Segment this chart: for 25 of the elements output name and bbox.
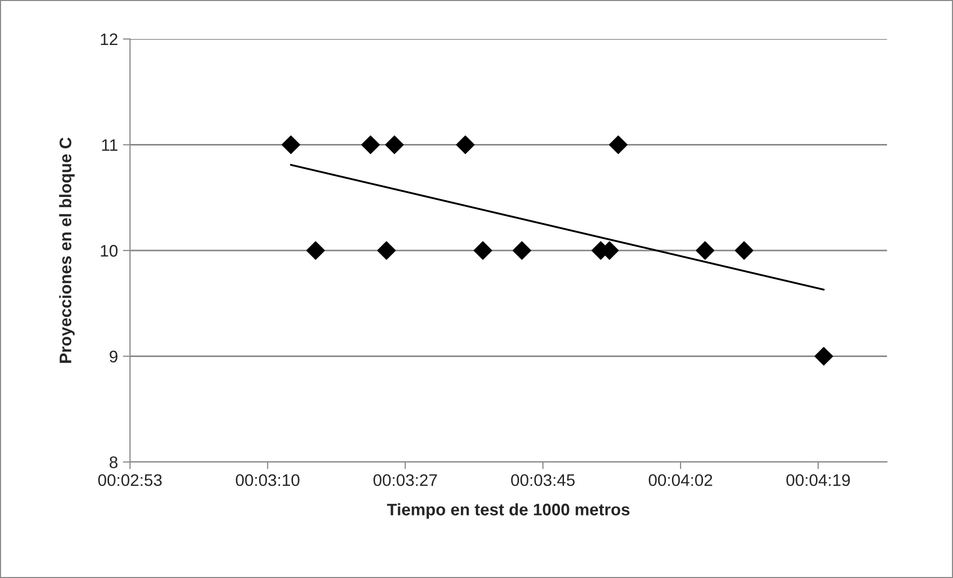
x-tick-label: 00:03:45 <box>511 474 575 486</box>
point <box>696 241 714 260</box>
y-tick-label: 10 <box>100 244 118 257</box>
y-axis-title: Proyecciones en el bloque C <box>59 137 75 363</box>
point <box>734 241 754 260</box>
point <box>282 135 300 154</box>
point <box>456 135 475 154</box>
point <box>306 241 325 260</box>
x-tick-label: 00:03:10 <box>236 474 300 486</box>
x-tick-label: 00:03:27 <box>373 474 437 486</box>
x-axis-title: Tiempo en test de 1000 metros <box>387 503 630 519</box>
y-tick-label: 8 <box>110 456 118 468</box>
y-tick-label: 9 <box>110 350 118 362</box>
y-tick-label: 11 <box>102 139 118 151</box>
x-tick-label: 00:04:02 <box>648 474 712 486</box>
point <box>361 135 380 154</box>
point <box>608 135 628 154</box>
point <box>474 241 492 260</box>
point <box>814 346 834 366</box>
point <box>377 241 396 260</box>
x-tick-label: 00:04:19 <box>786 474 850 486</box>
x-tick-label: 00:02:53 <box>98 474 162 486</box>
point <box>512 241 532 260</box>
point <box>385 135 404 154</box>
y-tick-label: 12 <box>100 33 118 46</box>
